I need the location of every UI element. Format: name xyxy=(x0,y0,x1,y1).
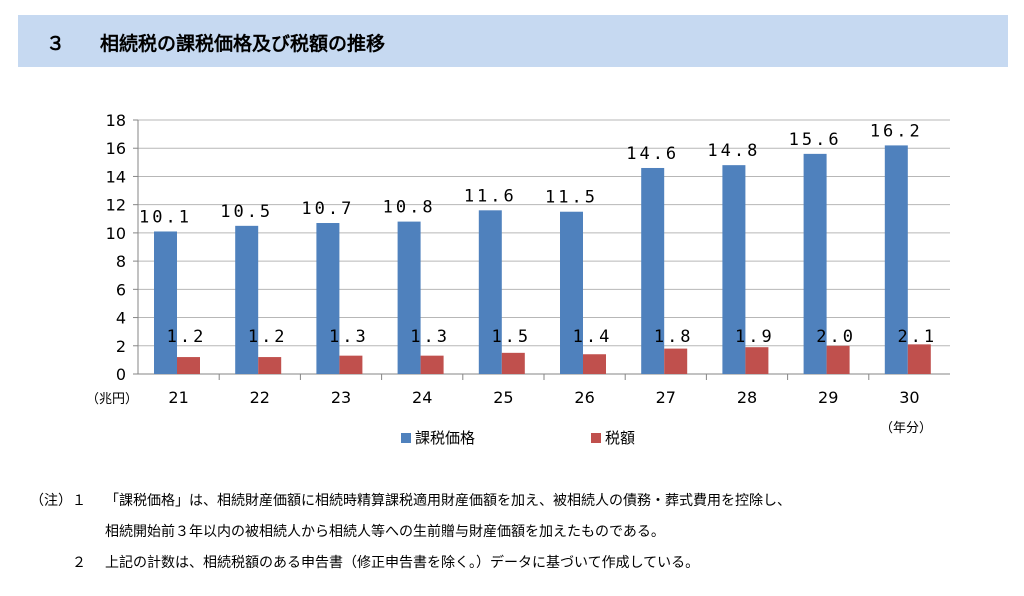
data-label: 1.9 xyxy=(735,327,775,347)
data-label: 15.6 xyxy=(789,130,842,150)
bar-taxable-value xyxy=(235,225,259,374)
y-tick-label: 8 xyxy=(116,252,126,271)
data-label: 1.3 xyxy=(410,327,450,347)
legend-label: 課税価格 xyxy=(415,429,475,447)
x-tick-label: 24 xyxy=(412,388,432,407)
y-tick-label: 16 xyxy=(106,139,126,158)
bar-tax-amount xyxy=(664,348,688,374)
bar-taxable-value xyxy=(884,145,908,374)
y-tick-label: 6 xyxy=(116,280,126,299)
bar-taxable-value xyxy=(560,211,583,374)
x-tick-label: 29 xyxy=(818,388,838,407)
data-label: 10.1 xyxy=(139,207,192,227)
data-label: 10.8 xyxy=(383,198,436,218)
data-label: 16.2 xyxy=(870,121,923,141)
bar-tax-amount xyxy=(826,345,850,374)
data-label: 1.2 xyxy=(167,327,207,347)
section-title: 相続税の課税価格及び税額の推移 xyxy=(100,33,386,55)
bar-tax-amount xyxy=(177,357,200,374)
bar-tax-amount xyxy=(907,344,931,374)
bar-tax-amount xyxy=(339,355,363,374)
section-header: ３ 相続税の課税価格及び税額の推移 xyxy=(18,15,1008,67)
x-tick-label: 30 xyxy=(899,388,919,407)
bar-taxable-value xyxy=(397,221,421,374)
x-tick-label: 27 xyxy=(656,388,676,407)
x-tick-label: 21 xyxy=(168,388,188,407)
data-label: 2.0 xyxy=(816,327,856,347)
legend-swatch xyxy=(401,433,411,443)
y-tick-label: 0 xyxy=(116,365,126,384)
y-tick-label: 12 xyxy=(106,196,126,215)
note-1-line-1: 「課税価格」は、相続財産価額に相続時精算課税適用財産価額を加え、被相続人の債務・… xyxy=(105,493,791,509)
x-tick-label: 26 xyxy=(574,388,594,407)
note-2-number: ２ xyxy=(72,555,86,571)
y-tick-label: 18 xyxy=(106,111,126,130)
y-tick-label: 2 xyxy=(116,337,126,356)
x-axis-unit: （年分） xyxy=(880,421,932,436)
data-label: 11.6 xyxy=(464,186,517,206)
bar-taxable-value xyxy=(478,210,502,374)
note-1-line-2: 相続開始前３年以内の被相続人から相続人等への生前贈与財産価額を加えたものである。 xyxy=(105,524,665,540)
section-number: ３ xyxy=(46,33,66,55)
x-tick-label: 28 xyxy=(737,388,757,407)
data-label: 14.8 xyxy=(707,141,760,161)
y-tick-label: 4 xyxy=(116,309,126,328)
legend-label: 税額 xyxy=(605,429,635,447)
bar-tax-amount xyxy=(501,352,525,374)
x-tick-label: 22 xyxy=(250,388,270,407)
y-tick-label: 14 xyxy=(106,167,126,186)
bar-chart: 0246810121416182110.11.22210.51.22310.71… xyxy=(86,111,950,447)
data-label: 11.5 xyxy=(545,188,598,208)
notes-prefix: （注） xyxy=(30,493,72,509)
legend-swatch xyxy=(591,433,601,443)
bar-tax-amount xyxy=(745,347,769,374)
data-label: 1.4 xyxy=(573,327,613,347)
bar-tax-amount xyxy=(583,354,606,374)
x-tick-label: 23 xyxy=(331,388,351,407)
data-label: 10.7 xyxy=(301,199,354,219)
note-2-line-1: 上記の計数は、相続税額のある申告書（修正申告書を除く。）データに基づいて作成して… xyxy=(105,555,700,571)
data-label: 1.2 xyxy=(248,327,288,347)
data-label: 1.3 xyxy=(329,327,369,347)
note-1-number: １ xyxy=(72,493,86,509)
data-label: 2.1 xyxy=(897,327,937,347)
data-label: 1.5 xyxy=(491,327,531,347)
bar-taxable-value xyxy=(803,153,827,374)
bar-taxable-value xyxy=(641,167,665,374)
bar-tax-amount xyxy=(258,357,282,374)
bar-tax-amount xyxy=(420,355,444,374)
data-label: 10.5 xyxy=(220,202,273,222)
bar-taxable-value xyxy=(154,231,177,374)
data-label: 1.8 xyxy=(654,327,694,347)
y-tick-label: 10 xyxy=(106,224,126,243)
x-tick-label: 25 xyxy=(493,388,513,407)
bar-taxable-value xyxy=(722,165,746,374)
y-axis-unit: （兆円） xyxy=(86,392,138,407)
data-label: 14.6 xyxy=(626,144,679,164)
bar-taxable-value xyxy=(316,223,340,374)
